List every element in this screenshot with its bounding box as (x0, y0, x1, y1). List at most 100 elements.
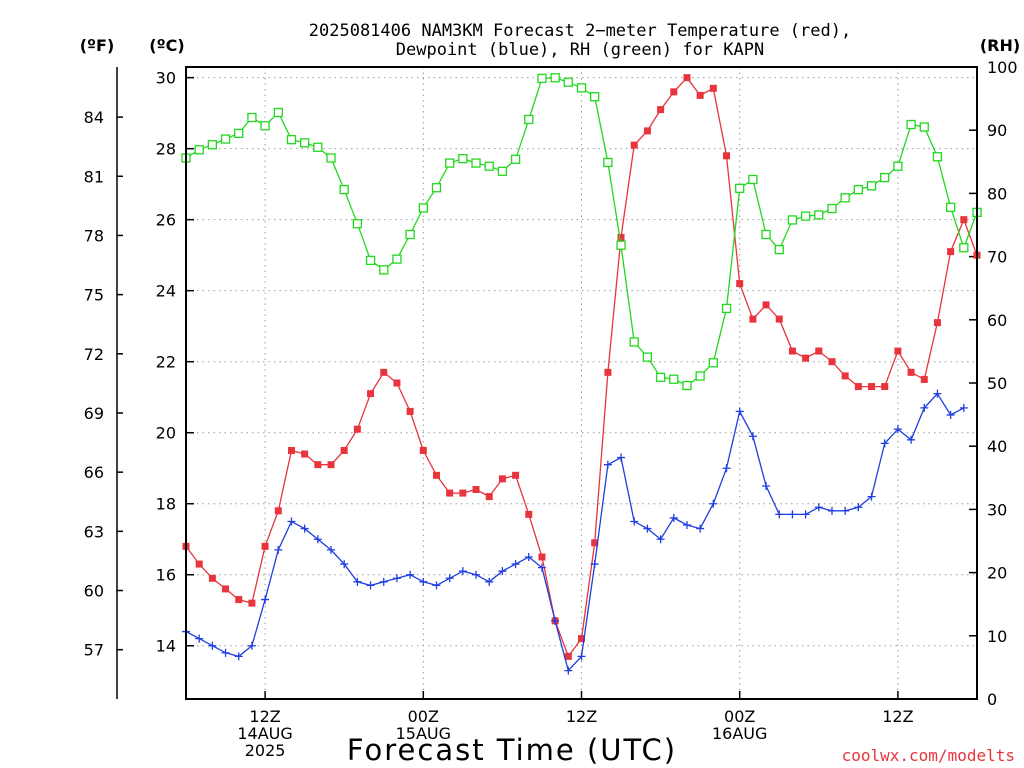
rh-point (326, 153, 336, 163)
dewpoint-point (208, 641, 217, 650)
rh-point (445, 158, 455, 168)
time-tick-label: 15AUG (396, 724, 451, 743)
rh-point (563, 77, 573, 87)
rh-tick-label: 30 (987, 500, 1007, 519)
temperature-point (314, 461, 322, 469)
plot-series (181, 73, 982, 675)
dewpoint-point (392, 574, 401, 583)
dewpoint-point (907, 435, 916, 444)
rh-point (682, 380, 692, 391)
dewpoint-point (603, 460, 612, 469)
rh-point (524, 114, 534, 125)
temperature-point (920, 375, 928, 383)
dewpoint-point (247, 641, 256, 650)
time-tick-label: 00Z (724, 707, 755, 726)
dewpoint-point (537, 563, 546, 572)
dewpoint-point (669, 513, 678, 522)
dewpoint-point (814, 503, 823, 512)
rh-tick-label: 20 (987, 564, 1007, 583)
dewpoint-point (366, 581, 375, 590)
dewpoint-point (458, 567, 467, 576)
chart-title-line-2: Dewpoint (blue), RH (green) for KAPN (396, 40, 764, 60)
dewpoint-point (261, 595, 270, 604)
celsius-tick-label: 22 (156, 353, 176, 372)
temperature-point (683, 74, 691, 82)
dewpoint-point (933, 389, 942, 398)
rh-point (774, 244, 784, 255)
temperature-point (670, 88, 678, 96)
rh-tick-label: 100 (987, 58, 1018, 77)
rh-point (932, 152, 943, 162)
fahrenheit-tick-label: 81 (84, 167, 104, 186)
series-rh (181, 73, 982, 391)
dewpoint-point (775, 510, 784, 519)
temperature-point (406, 407, 414, 415)
dewpoint-point (445, 574, 454, 583)
gridlines (186, 67, 977, 699)
temperature-point (933, 319, 941, 327)
rh-point (669, 374, 679, 384)
temperature-point (709, 84, 717, 92)
rh-point (708, 358, 718, 368)
fahrenheit-tick-label: 78 (84, 226, 104, 245)
rh-point (919, 122, 929, 132)
rh-point (945, 202, 956, 212)
temperature-point (248, 599, 256, 607)
dewpoint-point (234, 652, 243, 661)
dewpoint-line (185, 392, 965, 672)
rh-point (853, 184, 863, 195)
rh-point (721, 303, 732, 314)
temperature-point (525, 510, 533, 518)
rh-point (510, 154, 521, 164)
temperature-point (775, 315, 783, 323)
rh-point (379, 265, 389, 275)
rh-point (827, 203, 837, 214)
rh-point (299, 138, 310, 148)
fahrenheit-axis: 57 60 63 66 69 72 75 78 81 84 (84, 67, 123, 699)
temperature-point (485, 493, 493, 501)
dewpoint-point (682, 521, 691, 530)
dewpoint-point (854, 503, 863, 512)
dewpoint-point (340, 560, 349, 569)
rh-point (207, 140, 218, 150)
rh-point (906, 119, 916, 130)
dewpoint-point (841, 506, 850, 515)
dewpoint-point (432, 581, 441, 590)
time-tick-label: 16AUG (712, 724, 767, 743)
temperature-point (815, 347, 823, 355)
dewpoint-point (551, 616, 560, 625)
time-tick-label: 12Z (882, 707, 913, 726)
dewpoint-point (893, 425, 902, 434)
rh-tick-label: 90 (987, 121, 1007, 140)
rh-tick-label: 80 (987, 184, 1007, 203)
rh-point (814, 210, 824, 220)
dewpoint-point (630, 517, 639, 526)
rh-point (748, 174, 758, 185)
fahrenheit-tick-label: 72 (84, 345, 104, 364)
rh-axis: 0 10 20 30 40 50 60 70 80 90 100 (969, 58, 1018, 709)
dewpoint-point (511, 560, 520, 569)
temperature-point (432, 471, 440, 479)
temperature-point (301, 450, 309, 458)
rh-point (735, 183, 745, 193)
celsius-tick-label: 26 (156, 211, 176, 230)
temperature-point (419, 446, 427, 454)
dewpoint-point (617, 453, 626, 462)
fahrenheit-tick-label: 63 (84, 522, 104, 541)
series-dewpoint (182, 389, 968, 675)
temperature-point (564, 652, 572, 660)
dewpoint-point (353, 577, 362, 586)
rh-point (537, 73, 547, 84)
rh-point (695, 371, 705, 381)
temperature-point (617, 233, 625, 241)
fahrenheit-tick-label: 60 (84, 582, 104, 601)
dewpoint-point (524, 552, 533, 561)
fahrenheit-tick-label: 69 (84, 404, 104, 423)
temperature-point (802, 354, 810, 362)
temperature-point (604, 368, 612, 376)
rh-tick-label: 60 (987, 311, 1007, 330)
rh-point (866, 181, 877, 191)
dewpoint-point (722, 464, 731, 473)
watermark: coolwx.com/modelts (842, 746, 1015, 765)
